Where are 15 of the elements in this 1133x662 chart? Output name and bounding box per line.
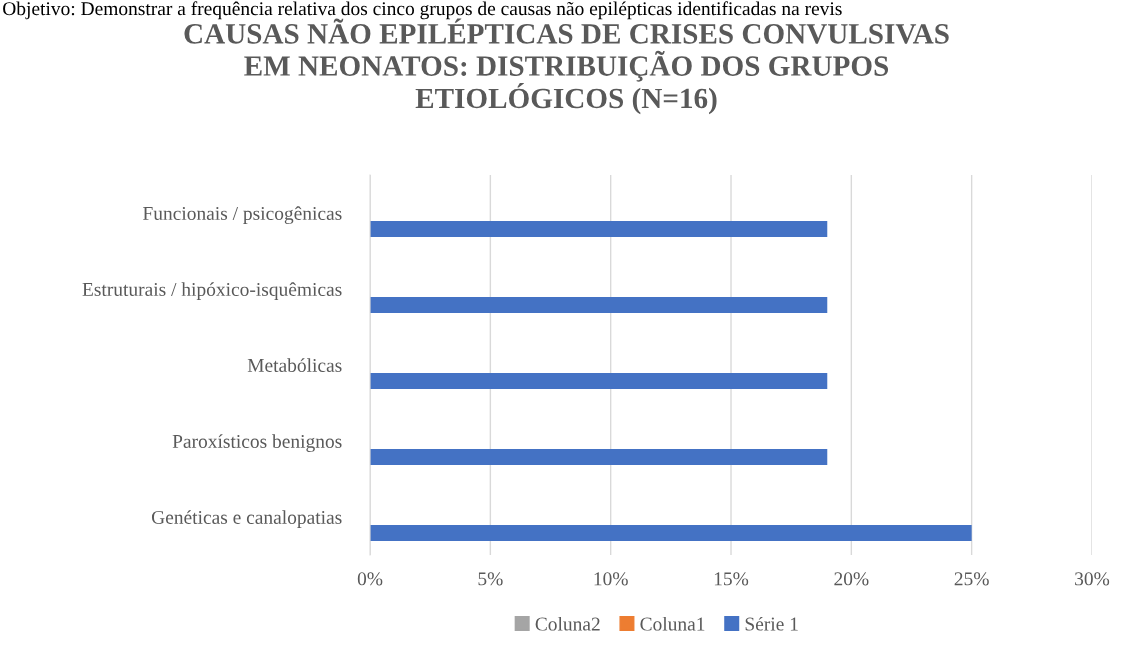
y-tick-label: Metabólicas <box>247 358 342 372</box>
x-tick-label: 15% <box>714 572 749 586</box>
y-tick-label: Funcionais / psicogênicas <box>143 206 342 224</box>
y-tick-label: Paroxísticos benignos <box>172 434 342 452</box>
x-tick-label: 30% <box>1075 572 1110 586</box>
y-tick-label: Estruturais / hipóxico-isquêmicas <box>82 282 342 300</box>
y-tick-label: Genéticas e canalopatias <box>151 510 342 528</box>
legend-label: Coluna2 <box>535 616 600 631</box>
x-tick-label: 5% <box>478 572 503 586</box>
x-tick-label: 0% <box>357 572 383 586</box>
legend-label: Série 1 <box>745 616 798 631</box>
x-tick-label: 25% <box>954 572 989 586</box>
legend-label: Coluna1 <box>640 616 705 631</box>
x-tick-label: 20% <box>834 572 869 586</box>
x-tick-label: 10% <box>594 572 628 586</box>
